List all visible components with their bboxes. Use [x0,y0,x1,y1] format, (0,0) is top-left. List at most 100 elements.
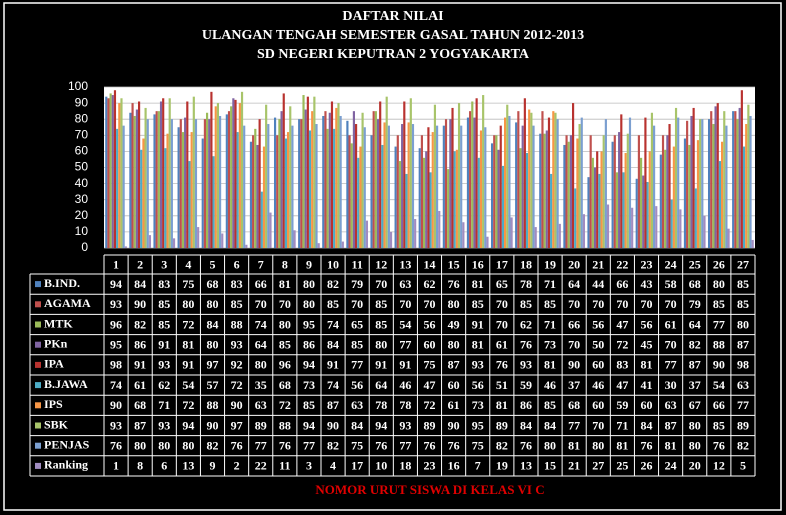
table-cell: 81 [616,438,628,452]
bar [479,130,483,248]
table-cell: 22 [255,459,267,473]
table-cell: 76 [279,438,291,452]
table-cell: 82 [496,438,508,452]
bar [701,119,704,248]
table-cell: 70 [568,337,580,351]
bar [109,93,112,248]
bar [315,124,318,248]
bar [596,151,599,248]
table-cell: 83 [231,277,243,291]
table-cell: 85 [375,297,387,311]
bar [567,141,570,248]
x-tick-label: 16 [472,257,484,271]
table-cell: 95 [110,337,122,351]
table-cell: 91 [158,337,170,351]
table-cell: 76 [375,438,387,452]
bar [515,122,518,248]
table-cell: 97 [207,358,219,372]
table-cell: 73 [472,398,484,412]
bar [282,93,285,248]
bar [534,227,537,248]
bar [578,124,581,248]
bar [420,135,423,248]
table-cell: 81 [641,358,653,372]
table-cell: 67 [689,398,701,412]
bar [162,98,165,249]
bar [276,135,279,248]
table-cell: 46 [592,378,604,392]
table-cell: 87 [134,418,146,432]
table-cell: 76 [520,337,532,351]
table-cell: 79 [351,277,363,291]
x-tick-label: 14 [424,257,436,271]
bar [133,115,136,248]
table-cell: 47 [616,378,628,392]
table-cell: 60 [641,398,653,412]
legend-key [35,402,41,409]
chart-subtitle: SD NEGERI KEPUTRAN 2 YOGYAKARTA [257,47,530,62]
table-cell: 61 [134,378,146,392]
bar [105,96,108,248]
table-cell: 90 [207,418,219,432]
bar [552,111,555,249]
legend-label: IPS [44,397,63,411]
x-tick-label: 18 [520,257,532,271]
table-cell: 93 [158,418,170,432]
table-cell: 70 [496,297,508,311]
table-cell: 75 [351,438,363,452]
legend-label: B.JAWA [44,377,88,391]
table-cell: 70 [279,297,291,311]
bar [249,141,253,248]
legend-key [35,281,41,288]
bar [418,148,421,248]
table-cell: 84 [207,317,219,331]
x-tick-label: 22 [616,257,628,271]
table-cell: 78 [399,398,411,412]
table-cell: 72 [279,398,291,412]
bar [422,157,426,248]
legend-key [35,361,41,368]
legend-label: B.IND. [44,276,80,290]
bar [707,119,711,248]
table-cell: 64 [255,337,267,351]
bar [565,135,568,248]
table-cell: 70 [592,418,604,432]
bar [718,161,722,248]
bar [350,143,353,248]
table-cell: 91 [182,358,194,372]
table-cell: 86 [303,337,315,351]
table-cell: 24 [665,459,677,473]
y-tick-label: 40 [75,176,89,190]
bar [317,243,320,248]
table-cell: 60 [448,378,460,392]
table-cell: 70 [255,297,267,311]
bar [703,215,706,248]
table-cell: 85 [158,317,170,331]
table-cell: 75 [424,358,436,372]
bar [267,124,270,248]
bar [436,125,439,248]
bar [486,236,489,248]
table-cell: 94 [303,358,315,372]
bar [449,119,452,248]
table-cell: 90 [568,358,580,372]
bar [177,127,180,248]
table-cell: 47 [616,317,628,331]
bar [365,220,369,248]
bar [672,146,675,248]
bar [598,173,601,248]
bar [475,98,478,249]
table-cell: 81 [279,277,291,291]
table-cell: 70 [351,297,363,311]
table-cell: 93 [231,337,243,351]
bar [661,135,665,248]
bar [679,209,682,248]
table-cell: 81 [496,398,508,412]
table-cell: 84 [327,337,339,351]
bar [330,101,334,249]
table-cell: 66 [713,398,725,412]
table-cell: 72 [424,398,436,412]
table-cell: 91 [375,358,387,372]
bar [620,114,623,249]
table-cell: 84 [520,418,532,432]
